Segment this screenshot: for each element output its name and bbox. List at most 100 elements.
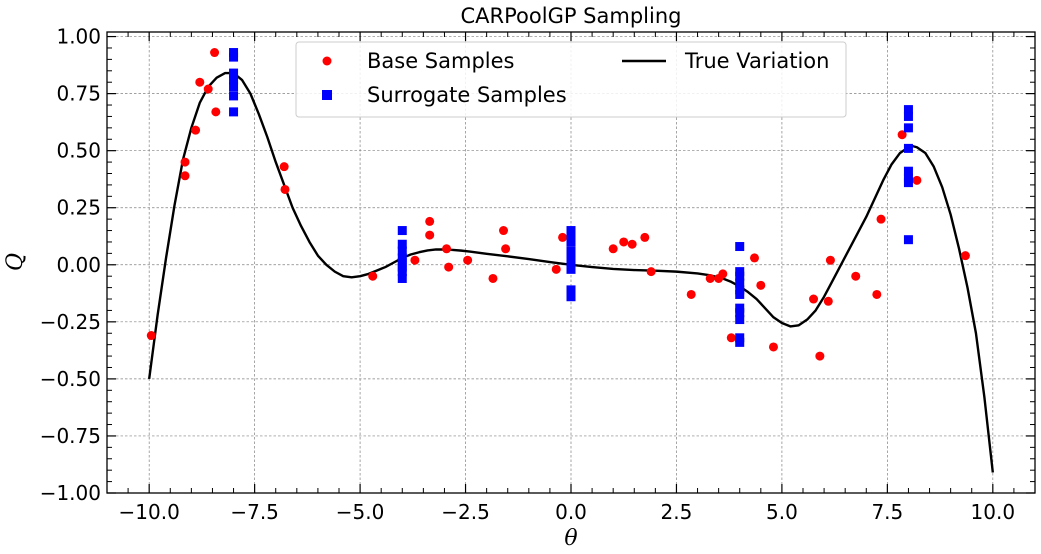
surrogate-sample-point bbox=[735, 289, 745, 299]
base-sample-point bbox=[501, 244, 511, 254]
base-sample-point bbox=[627, 239, 637, 249]
base-sample-point bbox=[146, 331, 156, 341]
surrogate-sample-point bbox=[566, 264, 576, 274]
base-sample-point bbox=[279, 162, 289, 172]
y-tick-label: −1.00 bbox=[40, 481, 101, 505]
base-sample-point bbox=[718, 269, 728, 279]
y-tick-label: −0.25 bbox=[40, 310, 101, 334]
base-sample-point bbox=[499, 226, 509, 236]
x-tick-label: 2.5 bbox=[661, 500, 693, 524]
base-sample-point bbox=[809, 294, 819, 304]
base-sample-point bbox=[876, 214, 886, 224]
base-sample-point bbox=[646, 267, 656, 277]
surrogate-sample-point bbox=[566, 237, 576, 247]
y-tick-label: 0.75 bbox=[56, 82, 101, 106]
surrogate-sample-point bbox=[229, 107, 239, 117]
base-sample-point bbox=[191, 125, 201, 135]
base-sample-point bbox=[726, 333, 736, 343]
surrogate-sample-point bbox=[229, 52, 239, 62]
ticks: −10.0 −7.5 −5.0 −2.5 0.0 2.5 5.0 7.5 10.0 −1.00 −0… bbox=[40, 25, 1036, 524]
legend-label-base-samples: Base Samples bbox=[367, 49, 515, 73]
surrogate-sample-point bbox=[735, 278, 745, 288]
surrogate-sample-point bbox=[735, 285, 745, 295]
surrogate-sample-point bbox=[566, 253, 576, 263]
true-variation-line bbox=[147, 71, 995, 473]
base-sample-point bbox=[705, 273, 715, 283]
base-sample-point bbox=[756, 280, 766, 290]
legend-box bbox=[295, 41, 847, 118]
base-sample-point bbox=[749, 253, 759, 263]
surrogate-sample-point bbox=[903, 178, 913, 188]
surrogate-sample-point bbox=[735, 267, 745, 277]
y-tick-label: 1.00 bbox=[56, 25, 101, 49]
surrogate-sample-point bbox=[397, 258, 407, 267]
surrogate-sample-point bbox=[397, 273, 407, 283]
x-tick-label: −5.0 bbox=[336, 500, 385, 524]
surrogate-sample-point bbox=[229, 82, 239, 92]
base-sample-point bbox=[608, 244, 618, 254]
surrogate-sample-point bbox=[735, 303, 745, 313]
base-sample-point bbox=[815, 351, 825, 361]
surrogate-sample-point bbox=[397, 239, 407, 249]
y-tick-label: 0.50 bbox=[56, 139, 101, 163]
base-sample-point bbox=[444, 262, 454, 272]
base-sample-point bbox=[211, 107, 221, 117]
surrogate-sample-point bbox=[566, 285, 576, 295]
base-sample-point bbox=[210, 48, 220, 58]
base-sample-point bbox=[410, 255, 420, 265]
y-axis-label: Q bbox=[3, 253, 28, 271]
x-tick-label: −2.5 bbox=[441, 500, 490, 524]
x-tick-label: 0.0 bbox=[555, 500, 587, 524]
surrogate-sample-point bbox=[566, 292, 576, 302]
surrogate-sample-point bbox=[397, 253, 407, 263]
y-tick-label: −0.75 bbox=[40, 424, 101, 448]
surrogate-sample-point bbox=[229, 68, 239, 78]
surrogate-sample-point bbox=[735, 315, 745, 325]
base-sample-point bbox=[960, 251, 970, 261]
surrogate-sample-point bbox=[903, 111, 913, 121]
base-sample-point bbox=[195, 77, 205, 87]
base-sample-point bbox=[442, 244, 452, 254]
legend-marker-base-samples bbox=[322, 56, 332, 66]
x-tick-label: 7.5 bbox=[871, 500, 903, 524]
surrogate-sample-point bbox=[566, 246, 576, 256]
legend-label-surrogate-samples: Surrogate Samples bbox=[367, 83, 567, 107]
surrogate-sample-point bbox=[903, 235, 913, 245]
y-tick-label: 0.25 bbox=[56, 196, 101, 220]
surrogate-sample-point bbox=[397, 246, 407, 256]
base-sample-point bbox=[897, 130, 907, 140]
base-sample-point bbox=[463, 255, 473, 265]
surrogate-sample-point bbox=[397, 226, 407, 236]
surrogate-sample-point bbox=[735, 271, 745, 281]
data-layer bbox=[146, 48, 995, 473]
x-tick-label: 5.0 bbox=[766, 500, 798, 524]
base-sample-point bbox=[823, 296, 833, 306]
surrogate-sample-point bbox=[735, 242, 745, 252]
base-sample-point bbox=[425, 230, 435, 240]
surrogate-sample-point bbox=[566, 226, 576, 236]
base-sample-point bbox=[825, 255, 835, 265]
surrogate-sample-point bbox=[229, 48, 239, 58]
surrogate-sample-point bbox=[903, 105, 913, 115]
base-sample-point bbox=[912, 175, 922, 185]
surrogate-sample-point bbox=[566, 230, 576, 240]
base-sample-point bbox=[872, 289, 882, 299]
legend-marker-surrogate-samples bbox=[322, 90, 332, 100]
surrogate-sample-point bbox=[903, 123, 913, 133]
y-tick-label: −0.50 bbox=[40, 367, 101, 391]
base-sample-point bbox=[488, 273, 498, 283]
surrogate-sample-point bbox=[229, 91, 239, 101]
base-sample-point bbox=[368, 271, 378, 281]
x-tick-label: −10.0 bbox=[119, 500, 180, 524]
chart-title: CARPoolGP Sampling bbox=[461, 4, 682, 28]
surrogate-sample-point bbox=[903, 143, 913, 153]
base-sample-point bbox=[619, 237, 629, 247]
x-axis-label: θ bbox=[564, 526, 577, 551]
base-sample-point bbox=[280, 184, 290, 194]
base-sample-point bbox=[640, 232, 650, 242]
base-sample-point bbox=[180, 171, 190, 181]
surrogate-sample-point bbox=[566, 258, 576, 267]
base-sample-point bbox=[551, 264, 561, 274]
y-tick-label: 0.00 bbox=[56, 253, 101, 277]
